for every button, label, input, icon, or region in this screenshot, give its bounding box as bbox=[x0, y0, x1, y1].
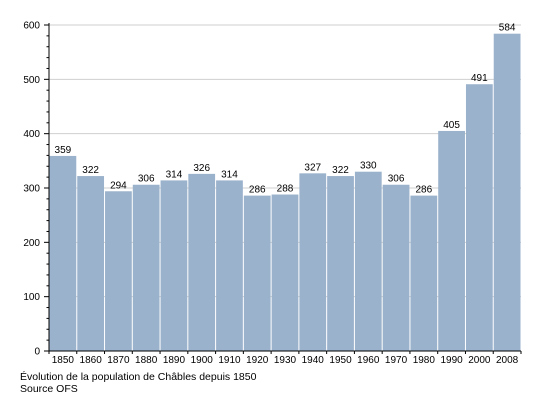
chart-caption: Évolution de la population de Châbles de… bbox=[20, 371, 257, 383]
data-label-1860: 322 bbox=[82, 165, 99, 176]
y-tick-label: 200 bbox=[23, 238, 40, 249]
data-label-1880: 306 bbox=[138, 174, 155, 185]
bar-1970 bbox=[382, 184, 410, 351]
data-label-1870: 294 bbox=[110, 180, 127, 191]
bar-1910 bbox=[216, 180, 243, 351]
bar-1900 bbox=[188, 173, 216, 351]
data-label-1940: 327 bbox=[304, 162, 321, 173]
y-tick-label: 300 bbox=[23, 184, 40, 195]
bar-1980 bbox=[410, 195, 438, 351]
y-tick-label: 100 bbox=[23, 292, 40, 303]
x-tick-label: 1990 bbox=[440, 355, 463, 366]
bars bbox=[49, 33, 521, 352]
bar-1920 bbox=[243, 195, 271, 351]
x-tick-label: 1910 bbox=[218, 355, 241, 366]
bar-1860 bbox=[77, 176, 105, 351]
chart-source: Source OFS bbox=[20, 383, 78, 395]
bar-2000 bbox=[465, 84, 493, 352]
bar-1990 bbox=[438, 130, 465, 351]
bar-1960 bbox=[354, 171, 382, 351]
data-label-2000: 491 bbox=[471, 73, 488, 84]
x-tick-label: 2008 bbox=[496, 355, 519, 366]
data-label-1920: 286 bbox=[249, 185, 266, 196]
data-label-1850: 359 bbox=[55, 145, 72, 156]
x-tick-label: 1950 bbox=[329, 355, 352, 366]
bar-1940 bbox=[299, 173, 327, 351]
data-labels: 359 322 294 306 314 326 314 286 288 327 322 330 306 2… bbox=[55, 23, 516, 196]
x-tick-label: 1970 bbox=[385, 355, 408, 366]
x-tick-label: 1870 bbox=[107, 355, 130, 366]
data-label-1970: 306 bbox=[388, 174, 405, 185]
data-label-1990: 405 bbox=[443, 120, 460, 131]
data-label-1900: 326 bbox=[193, 163, 210, 174]
data-label-2008: 584 bbox=[499, 23, 516, 34]
data-label-1890: 314 bbox=[166, 169, 183, 180]
y-tick-label: 500 bbox=[23, 75, 40, 86]
x-tick-label: 1900 bbox=[191, 355, 214, 366]
data-label-1910: 314 bbox=[221, 169, 238, 180]
x-tick-label: 1940 bbox=[302, 355, 325, 366]
x-tick-label: 2000 bbox=[468, 355, 491, 366]
bar-1930 bbox=[271, 194, 299, 351]
data-label-1980: 286 bbox=[415, 185, 432, 196]
bar-1870 bbox=[105, 191, 132, 351]
x-tick-label: 1850 bbox=[52, 355, 75, 366]
y-tick-label: 0 bbox=[34, 347, 40, 358]
x-tick-label: 1980 bbox=[413, 355, 436, 366]
bar-1880 bbox=[132, 184, 160, 351]
x-tick-label: 1890 bbox=[163, 355, 186, 366]
data-label-1930: 288 bbox=[277, 184, 294, 195]
bar-1850 bbox=[49, 155, 77, 351]
x-tick-label: 1920 bbox=[246, 355, 269, 366]
axes: 0 100 200 300 400 500 600 1850 1860 1870 1880 1890 1… bbox=[23, 21, 522, 366]
x-tick-label: 1960 bbox=[357, 355, 380, 366]
bar-2008 bbox=[493, 33, 521, 352]
x-tick-label: 1880 bbox=[135, 355, 158, 366]
data-label-1950: 322 bbox=[332, 165, 349, 176]
x-tick-label: 1860 bbox=[80, 355, 103, 366]
y-tick-label: 400 bbox=[23, 129, 40, 140]
data-label-1960: 330 bbox=[360, 161, 377, 172]
bar-1890 bbox=[160, 180, 188, 351]
bar-1950 bbox=[327, 176, 354, 351]
x-tick-label: 1930 bbox=[274, 355, 297, 366]
y-tick-label: 600 bbox=[23, 21, 40, 32]
